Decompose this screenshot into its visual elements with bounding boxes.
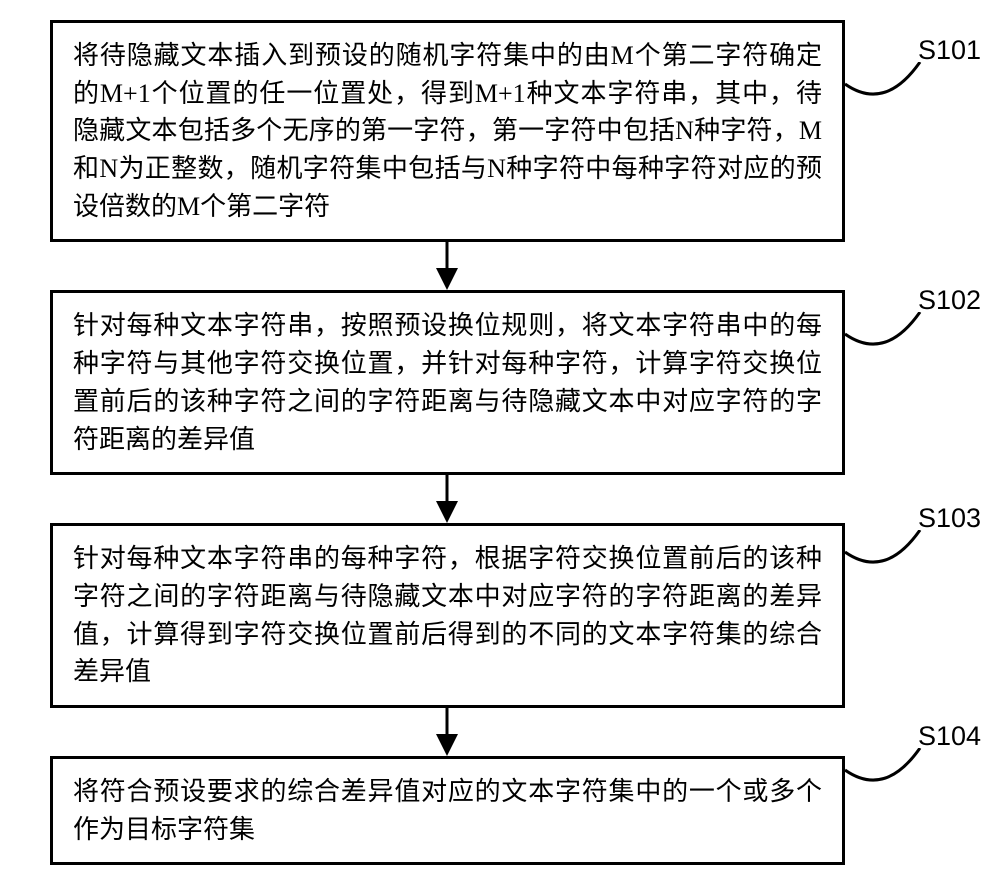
flowchart-container: 将待隐藏文本插入到预设的随机字符集中的由M个第二字符确定的M+1个位置的任一位置…: [50, 20, 950, 865]
step-text-s101: 将待隐藏文本插入到预设的随机字符集中的由M个第二字符确定的M+1个位置的任一位置…: [73, 37, 822, 225]
step-text-s103: 针对每种文本字符串的每种字符，根据字符交换位置前后的该种字符之间的字符距离与待隐…: [73, 540, 822, 691]
step-text-s102: 针对每种文本字符串，按照预设换位规则，将文本字符串中的每种字符与其他字符交换位置…: [73, 307, 822, 458]
arrow-s101-s102: [50, 242, 845, 290]
step-label-s103: S103: [918, 503, 981, 534]
arrow-s103-s104: [50, 708, 845, 756]
step-box-s103: 针对每种文本字符串的每种字符，根据字符交换位置前后的该种字符之间的字符距离与待隐…: [50, 523, 845, 708]
step-label-s102: S102: [918, 285, 981, 316]
label-connector-s103: [845, 530, 945, 590]
label-connector-s101: [845, 62, 945, 122]
step-box-s104: 将符合预设要求的综合差异值对应的文本字符集中的一个或多个作为目标字符集: [50, 756, 845, 865]
arrow-s102-s103: [50, 475, 845, 523]
label-connector-s102: [845, 312, 945, 372]
step-text-s104: 将符合预设要求的综合差异值对应的文本字符集中的一个或多个作为目标字符集: [73, 773, 822, 848]
step-label-s101: S101: [918, 35, 981, 66]
step-box-s101: 将待隐藏文本插入到预设的随机字符集中的由M个第二字符确定的M+1个位置的任一位置…: [50, 20, 845, 242]
step-box-s102: 针对每种文本字符串，按照预设换位规则，将文本字符串中的每种字符与其他字符交换位置…: [50, 290, 845, 475]
step-label-s104: S104: [918, 721, 981, 752]
label-connector-s104: [845, 748, 945, 808]
